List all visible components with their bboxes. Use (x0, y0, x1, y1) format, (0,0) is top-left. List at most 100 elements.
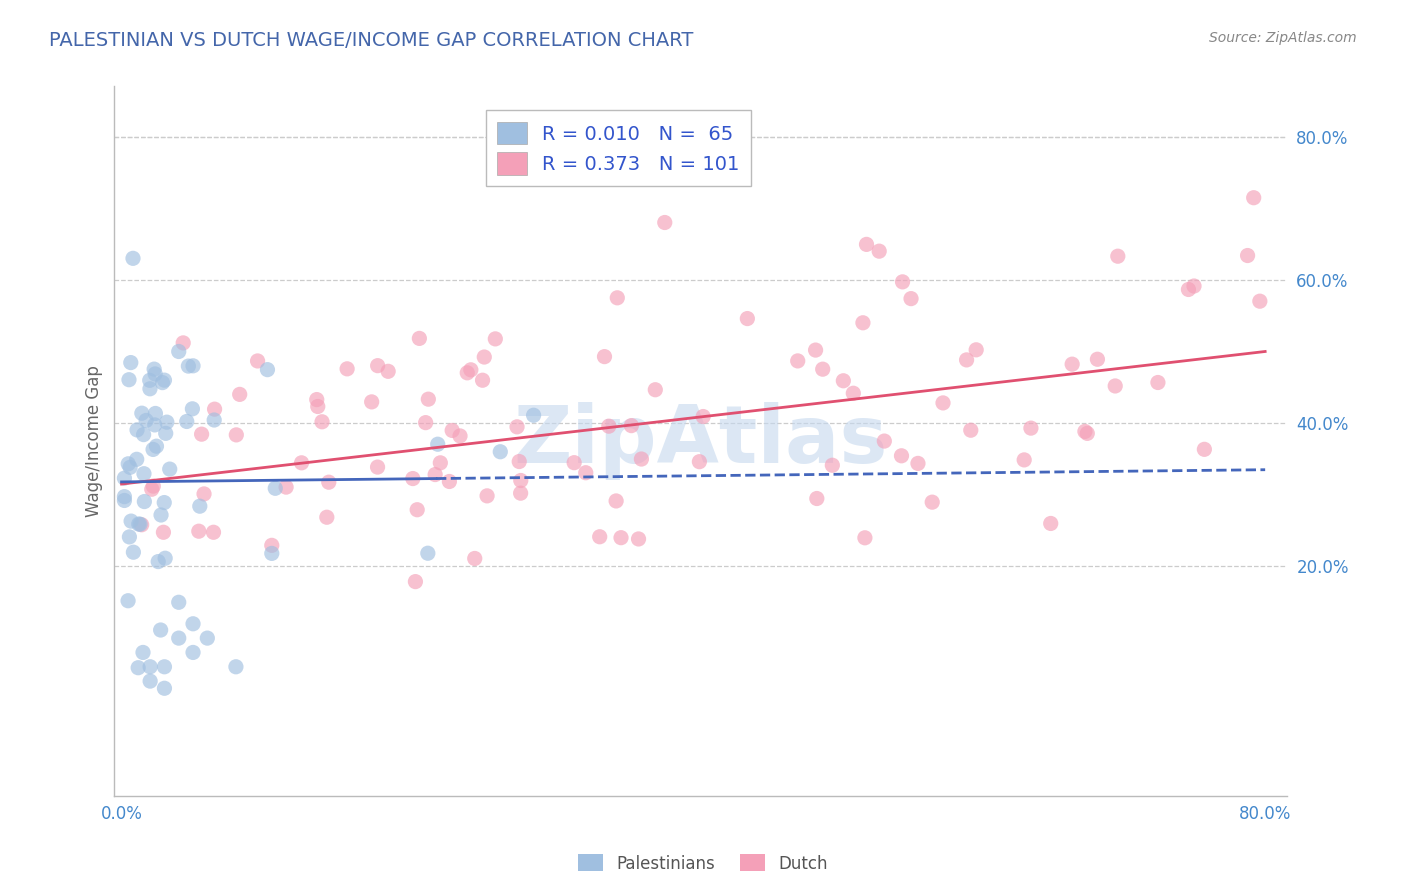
Point (129, 517, 152, 532)
Point (125, 423, 148, 437)
Point (575, 466, 598, 480)
Point (176, 414, 198, 428)
Point (139, 382, 162, 396)
Point (460, 363, 482, 377)
Point (181, 359, 204, 373)
Point (336, 361, 359, 376)
Point (506, 420, 529, 434)
Point (654, 215, 676, 229)
Point (152, 525, 174, 540)
Point (429, 456, 451, 470)
Point (142, 479, 165, 493)
Point (318, 475, 340, 490)
Point (423, 467, 446, 482)
Point (1147, 376, 1170, 390)
Point (360, 395, 382, 409)
Point (832, 374, 855, 388)
Point (921, 495, 943, 509)
Point (122, 545, 145, 559)
Point (509, 486, 531, 500)
Point (959, 423, 981, 437)
Point (307, 400, 329, 414)
Point (131, 406, 153, 420)
Point (1107, 249, 1129, 263)
Point (402, 471, 425, 485)
Point (181, 401, 204, 416)
Point (1249, 294, 1271, 309)
Point (117, 593, 139, 607)
Point (225, 428, 247, 442)
Point (145, 407, 167, 421)
Point (688, 455, 710, 469)
Point (167, 344, 190, 359)
Point (204, 402, 226, 417)
Point (630, 452, 652, 467)
Point (202, 525, 225, 540)
Point (692, 409, 714, 424)
Point (644, 383, 666, 397)
Point (1012, 453, 1035, 467)
Point (965, 343, 987, 357)
Point (786, 354, 808, 368)
Point (127, 661, 149, 675)
Point (1177, 283, 1199, 297)
Point (627, 532, 650, 546)
Point (620, 418, 643, 433)
Point (228, 387, 250, 401)
Point (305, 392, 328, 407)
Point (153, 551, 176, 566)
Point (181, 616, 204, 631)
Point (225, 660, 247, 674)
Point (141, 482, 163, 496)
Point (202, 413, 225, 427)
Point (112, 493, 135, 508)
Point (562, 456, 585, 470)
Point (190, 427, 212, 442)
Point (152, 376, 174, 390)
Text: Source: ZipAtlas.com: Source: ZipAtlas.com (1209, 31, 1357, 45)
Point (264, 481, 287, 495)
Legend: R = 0.010   N =  65, R = 0.373   N = 101: R = 0.010 N = 65, R = 0.373 N = 101 (485, 111, 751, 186)
Point (404, 574, 426, 589)
Point (523, 409, 546, 423)
Point (1243, 191, 1265, 205)
Point (441, 424, 464, 438)
Point (1076, 426, 1098, 441)
Point (260, 546, 283, 560)
Point (315, 510, 337, 524)
Point (260, 538, 283, 552)
Point (246, 354, 269, 368)
Point (132, 645, 155, 659)
Point (256, 362, 278, 376)
Point (367, 460, 389, 475)
Point (138, 373, 160, 387)
Point (932, 396, 955, 410)
Point (134, 494, 156, 508)
Point (143, 362, 166, 376)
Point (311, 415, 333, 429)
Point (509, 474, 531, 488)
Point (439, 475, 461, 489)
Point (1074, 425, 1097, 439)
Point (449, 429, 471, 443)
Point (472, 350, 495, 364)
Point (606, 291, 628, 305)
Point (153, 373, 176, 387)
Text: ZipAtlas: ZipAtlas (513, 402, 887, 480)
Point (415, 416, 437, 430)
Point (891, 275, 914, 289)
Point (1062, 357, 1084, 371)
Point (593, 350, 616, 364)
Point (1236, 248, 1258, 262)
Point (589, 530, 612, 544)
Point (426, 437, 449, 451)
Point (150, 508, 173, 522)
Point (598, 419, 620, 434)
Point (132, 467, 155, 481)
Point (853, 531, 876, 545)
Point (153, 660, 176, 674)
Point (188, 499, 211, 513)
Point (149, 623, 172, 637)
Point (1039, 516, 1062, 531)
Point (128, 517, 150, 532)
